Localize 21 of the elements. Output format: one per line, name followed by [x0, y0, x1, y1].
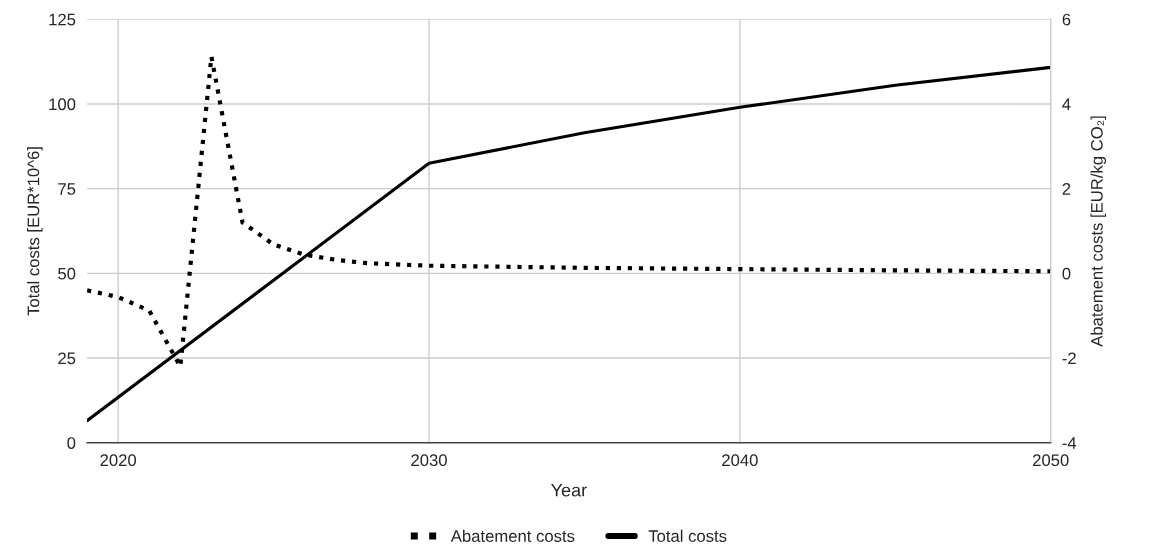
legend-label: Total costs: [648, 529, 727, 542]
x-axis-title: Year: [551, 483, 587, 497]
y2-tick-label: 4: [1062, 98, 1071, 110]
y2-tick-label: 2: [1062, 183, 1071, 195]
y2-tick-label: -4: [1062, 437, 1077, 449]
y2-axis-title: Abatement costs [EUR/kg CO₂]: [1090, 116, 1107, 347]
legend-label: Abatement costs: [450, 529, 575, 542]
x-tick-label: 2050: [1033, 454, 1069, 467]
x-tick-label: 2020: [100, 454, 137, 467]
y2-tick-label: 6: [1062, 13, 1071, 26]
y-tick-label: 50: [58, 267, 76, 280]
y2-tick-label: -2: [1062, 352, 1076, 365]
y-axis-title: Total costs [EUR*10^6]: [27, 147, 43, 316]
x-tick-label: 2040: [722, 454, 758, 467]
y-tick-label: 25: [58, 352, 76, 365]
y-tick-label: 100: [49, 98, 76, 111]
y-tick-label: 75: [58, 183, 76, 195]
y-tick-label: 125: [49, 13, 76, 26]
x-tick-label: 2030: [411, 454, 447, 467]
y2-tick-label: 0: [1062, 267, 1071, 280]
y-tick-label: 0: [67, 437, 76, 449]
